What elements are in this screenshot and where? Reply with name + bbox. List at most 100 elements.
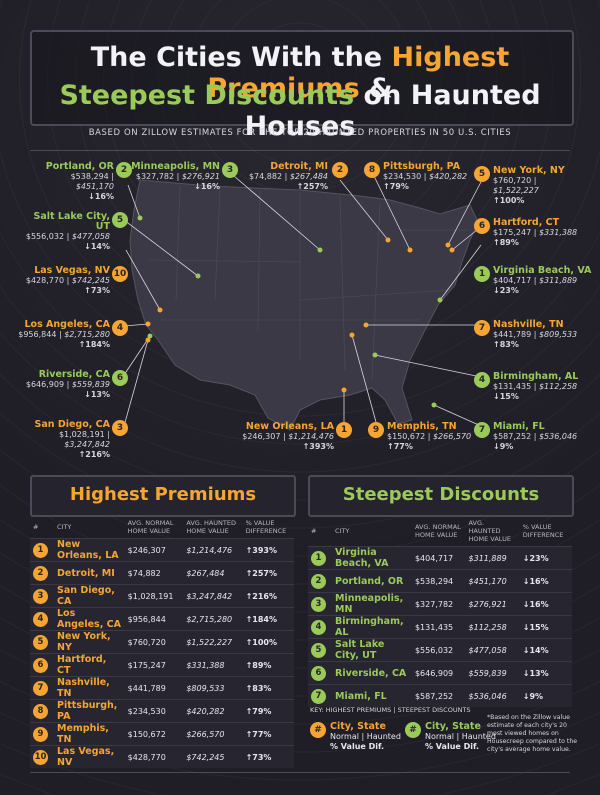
rank-badge: 7 bbox=[474, 422, 490, 438]
haunted-value: $420,282 bbox=[183, 699, 243, 723]
rank-cell: 8 bbox=[30, 699, 54, 723]
value-difference: ↑83% bbox=[242, 676, 294, 700]
map-label-virginia-beach: Virginia Beach, VA $404,717 | $311,889 ↓… bbox=[493, 265, 592, 296]
rank-cell: 5 bbox=[308, 638, 332, 662]
value-difference: ↓16% bbox=[519, 592, 572, 616]
city-name: San Diego, CA bbox=[54, 584, 125, 608]
leader-lines bbox=[123, 175, 483, 427]
map-label-salt-lake-city: Salt Lake City, UT $556,032 | $477,058 ↓… bbox=[25, 211, 110, 252]
table-row: 9 Memphis, TN $150,672 $266,570 ↑77% bbox=[30, 722, 294, 746]
key-discount-mark: # bbox=[405, 722, 421, 738]
rank-badge: 6 bbox=[33, 657, 48, 673]
rank-cell: 3 bbox=[30, 584, 54, 608]
city-name: New York, NY bbox=[54, 630, 125, 654]
map-label-detroit: Detroit, MI $74,882 | $267,484 ↑257% bbox=[248, 161, 328, 192]
discounts-heading: Steepest Discounts bbox=[308, 475, 574, 517]
normal-value: $646,909 bbox=[411, 661, 466, 685]
value-difference: ↑216% bbox=[242, 584, 294, 608]
haunted-value: $267,484 bbox=[183, 561, 243, 585]
key-premium: City, State Normal | Haunted % Value Dif… bbox=[330, 721, 401, 752]
haunted-value: $559,839 bbox=[465, 661, 520, 685]
title-line-2: Steepest Discounts on Haunted Houses bbox=[59, 80, 541, 142]
map-label-portland: Portland, OR $538,294 | $451,170 ↓16% bbox=[45, 161, 114, 202]
haunted-value: $276,921 bbox=[465, 592, 520, 616]
normal-value: $131,435 bbox=[411, 615, 466, 639]
title-line-1: The Cities With the Highest Premiums & bbox=[90, 42, 510, 104]
table-row: 2 Detroit, MI $74,882 $267,484 ↑257% bbox=[30, 561, 294, 585]
rank-badge: 5 bbox=[474, 166, 490, 182]
table-row: 8 Pittsburgh, PA $234,530 $420,282 ↑79% bbox=[30, 699, 294, 723]
col-header: # bbox=[311, 527, 317, 535]
value-difference: ↑184% bbox=[242, 607, 294, 631]
city-name: New Orleans, LA bbox=[54, 538, 125, 562]
rank-badge: 1 bbox=[311, 550, 326, 566]
title-frame bbox=[30, 30, 574, 126]
city-name: Portland, OR bbox=[332, 569, 412, 593]
rank-badge: 2 bbox=[33, 565, 48, 581]
rank-cell: 7 bbox=[308, 684, 332, 707]
rank-badge: 10 bbox=[112, 266, 128, 282]
col-header: % VALUE DIFFERENCE bbox=[245, 519, 287, 535]
rank-cell: 6 bbox=[308, 661, 332, 685]
rank-badge: 2 bbox=[116, 162, 132, 178]
key-title: KEY: HIGHEST PREMIUMS | STEEPEST DISCOUN… bbox=[310, 706, 471, 714]
rank-badge: 8 bbox=[364, 162, 380, 178]
key-discount: City, State Normal | Haunted % Value Dif… bbox=[425, 721, 496, 752]
rank-badge: 1 bbox=[474, 266, 490, 282]
rank-badge: 5 bbox=[33, 634, 48, 650]
value-difference: ↑393% bbox=[242, 538, 294, 562]
map-label-nashville: Nashville, TN $441,789 | $809,533 ↑83% bbox=[493, 319, 578, 350]
rank-cell: 3 bbox=[308, 592, 332, 616]
table-row: 5 Salt Lake City, UT $556,032 $477,058 ↓14% bbox=[308, 638, 572, 662]
rank-badge: 8 bbox=[33, 703, 48, 719]
rank-cell: 1 bbox=[308, 546, 332, 570]
value-difference: ↑79% bbox=[242, 699, 294, 723]
rank-badge: 10 bbox=[33, 749, 48, 765]
normal-value: $956,844 bbox=[124, 607, 184, 631]
normal-value: $760,720 bbox=[124, 630, 184, 654]
table-row: 4 Birmingham, AL $131,435 $112,258 ↓15% bbox=[308, 615, 572, 639]
haunted-value: $477,058 bbox=[465, 638, 520, 662]
city-name: Miami, FL bbox=[332, 684, 412, 707]
normal-value: $428,770 bbox=[124, 745, 184, 768]
table-row: 5 New York, NY $760,720 $1,522,227 ↑100% bbox=[30, 630, 294, 654]
rank-badge: 4 bbox=[474, 372, 490, 388]
rank-badge: 1 bbox=[336, 422, 352, 438]
city-name: Hartford, CT bbox=[54, 653, 125, 677]
normal-value: $234,530 bbox=[124, 699, 184, 723]
value-difference: ↑89% bbox=[242, 653, 294, 677]
rank-cell: 1 bbox=[30, 538, 54, 562]
rank-badge: 1 bbox=[33, 542, 48, 558]
col-header: AVG. HAUNTED HOME VALUE bbox=[186, 519, 236, 535]
rank-badge: 4 bbox=[33, 611, 48, 627]
haunted-value: $112,258 bbox=[465, 615, 520, 639]
value-difference: ↑100% bbox=[242, 630, 294, 654]
rank-cell: 5 bbox=[30, 630, 54, 654]
map-label-san-diego: San Diego, CA $1,028,191 | $3,247,842 ↑2… bbox=[34, 419, 110, 460]
table-row: 7 Nashville, TN $441,789 $809,533 ↑83% bbox=[30, 676, 294, 700]
table-row: 6 Hartford, CT $175,247 $331,388 ↑89% bbox=[30, 653, 294, 677]
rank-badge: 9 bbox=[33, 726, 48, 742]
rank-badge: 6 bbox=[311, 665, 326, 681]
normal-value: $74,882 bbox=[124, 561, 184, 585]
city-name: Virginia Beach, VA bbox=[332, 546, 412, 570]
rank-badge: 5 bbox=[311, 642, 326, 658]
value-difference: ↑77% bbox=[242, 722, 294, 746]
rank-cell: 4 bbox=[30, 607, 54, 631]
value-difference: ↓9% bbox=[519, 684, 572, 707]
divider bbox=[30, 150, 570, 151]
map-label-new-orleans: New Orleans, LA $246,307 | $1,214,476 ↑3… bbox=[242, 421, 334, 452]
rank-cell: 2 bbox=[308, 569, 332, 593]
col-header: CITY bbox=[335, 527, 350, 535]
us-map-outline bbox=[129, 179, 479, 431]
haunted-value: $536,046 bbox=[465, 684, 520, 707]
normal-value: $327,782 bbox=[411, 592, 466, 616]
us-map bbox=[123, 175, 483, 431]
map-label-miami: Miami, FL $587,252 | $536,046 ↓9% bbox=[493, 421, 578, 452]
table-row: 1 Virginia Beach, VA $404,717 $311,889 ↓23% bbox=[308, 546, 572, 570]
divider bbox=[30, 772, 570, 773]
map-label-minneapolis: Minneapolis, MN $327,782 | $276,921 ↓16% bbox=[131, 161, 220, 192]
rank-cell: 10 bbox=[30, 745, 54, 768]
normal-value: $441,789 bbox=[124, 676, 184, 700]
normal-value: $404,717 bbox=[411, 546, 466, 570]
